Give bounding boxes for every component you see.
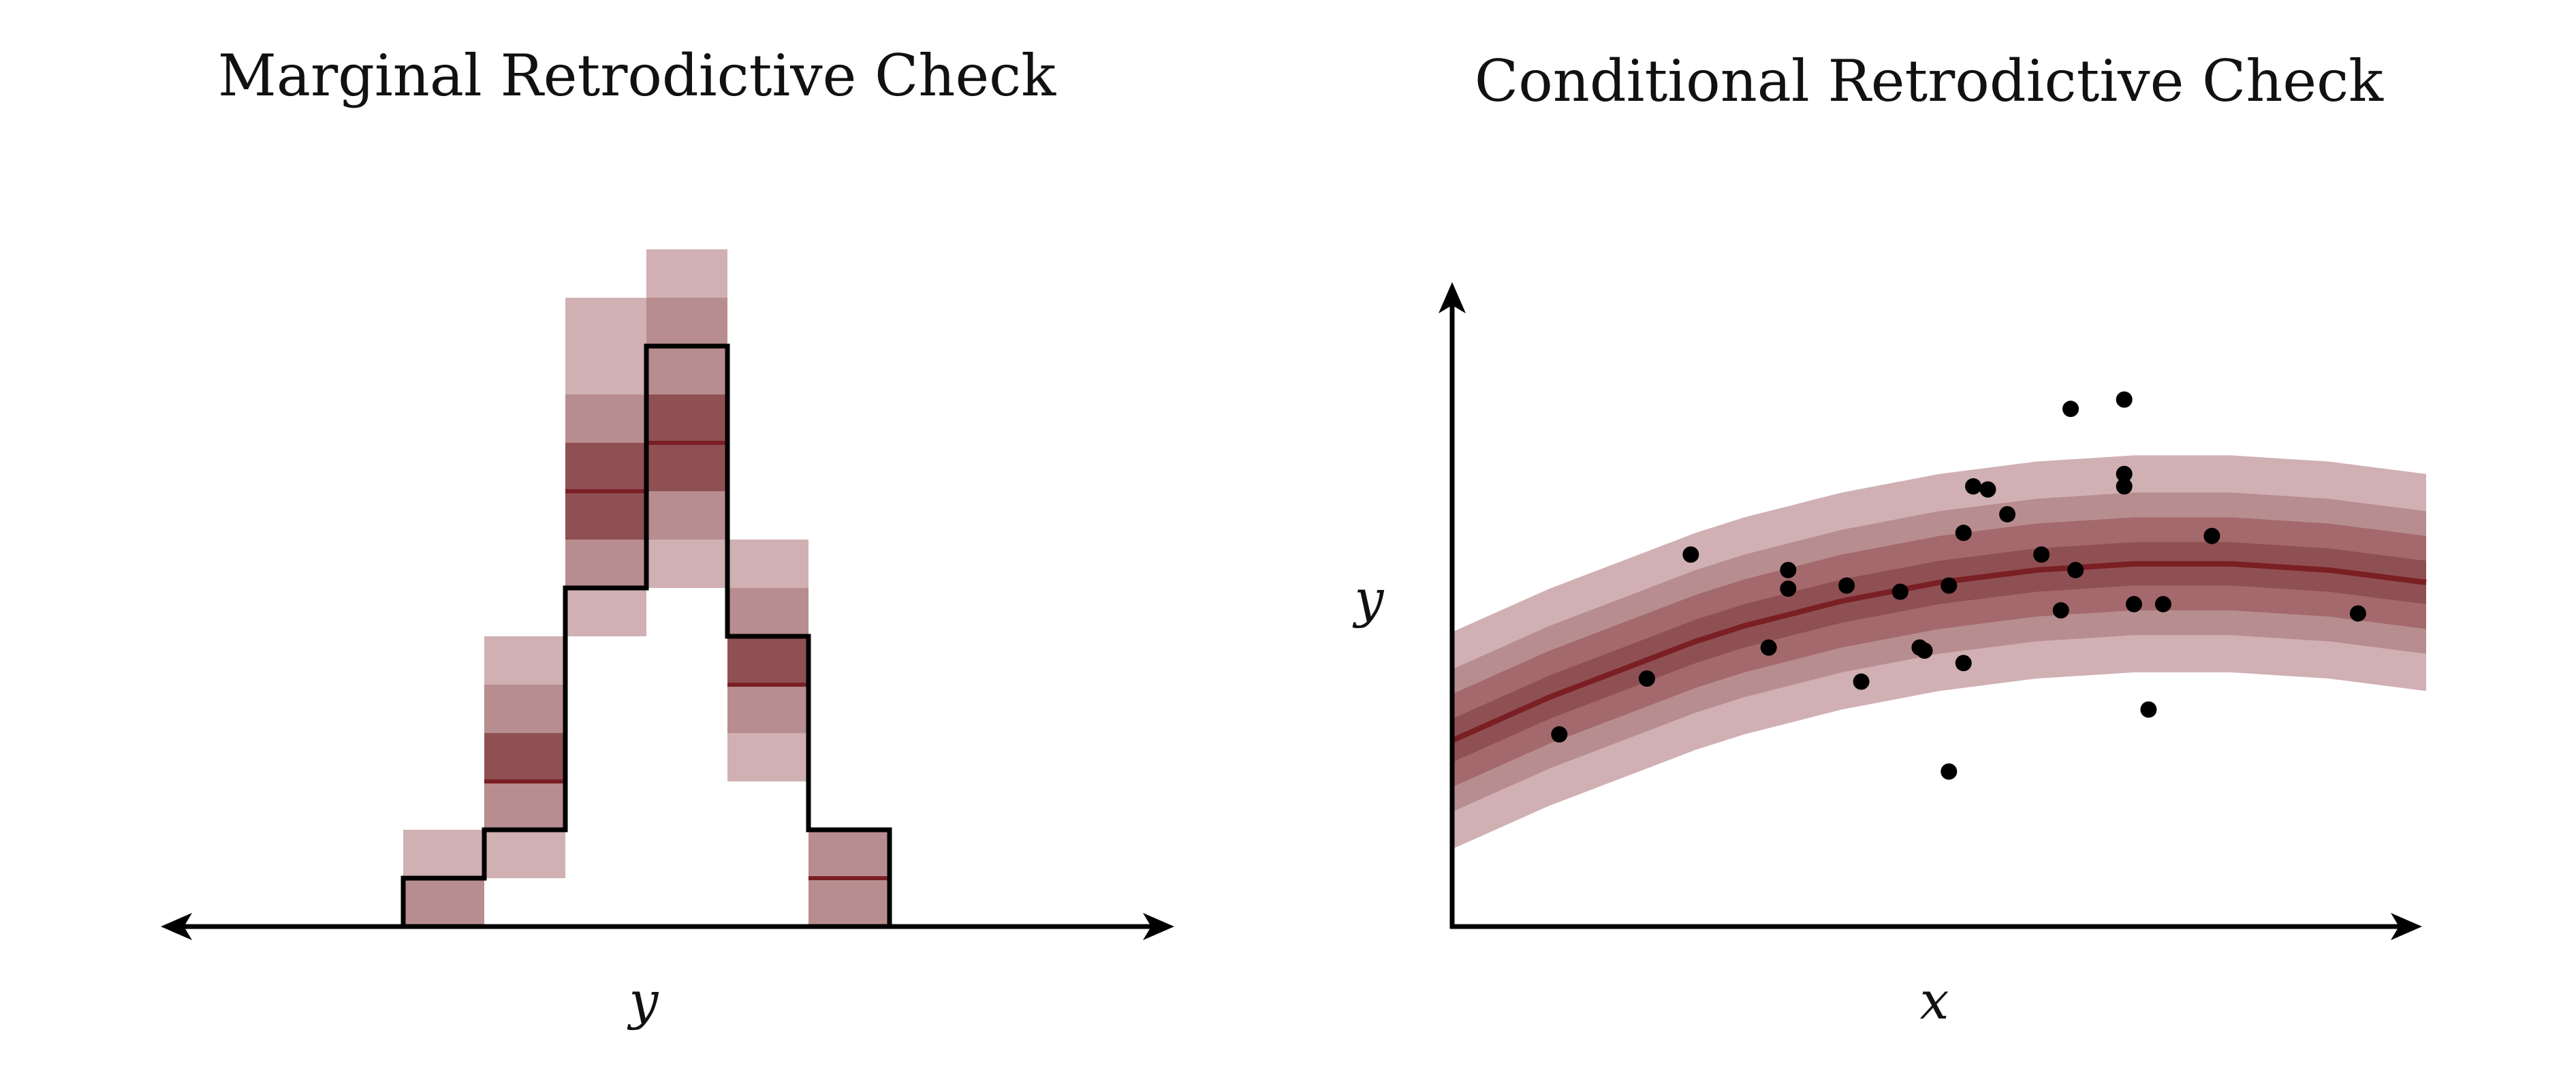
x-axis-arrow <box>2391 913 2422 940</box>
bin-1-middle-ribbon <box>403 878 484 927</box>
marginal-x-axis <box>161 913 1174 940</box>
observed-point-16 <box>1965 478 1982 495</box>
observed-point-11 <box>1916 642 1933 659</box>
conditional-check-panel: Conditional Retrodictive Check x y <box>1353 48 2427 1031</box>
observed-histogram-outline <box>400 343 892 927</box>
axis-arrow-right <box>1143 913 1174 940</box>
observed-point-14 <box>1955 525 1972 542</box>
conditional-median-line <box>1451 561 2427 743</box>
observed-point-25 <box>2116 478 2133 495</box>
observed-point-2 <box>1639 670 1655 687</box>
bin-5-inner-ribbon <box>727 636 808 685</box>
observed-point-26 <box>2126 595 2142 612</box>
observed-point-13 <box>1941 577 1958 594</box>
marginal-x-axis-label: y <box>627 970 659 1031</box>
conditional-y-axis-label: y <box>1353 568 1385 629</box>
marginal-check-panel: Marginal Retrodictive Check y <box>161 42 1174 1031</box>
observed-point-21 <box>2067 561 2084 578</box>
observed-point-7 <box>1838 577 1855 594</box>
conditional-axes <box>1439 282 2422 940</box>
observed-point-17 <box>1979 481 1996 498</box>
marginal-quantile-ribbons <box>403 249 890 927</box>
observed-point-24 <box>2116 465 2133 482</box>
axis-arrow-left <box>161 913 192 940</box>
observed-point-4 <box>1760 639 1777 656</box>
observed-point-18 <box>1999 506 2016 523</box>
observed-point-28 <box>2154 595 2171 612</box>
conditional-x-axis-label: x <box>1920 970 1949 1031</box>
observed-point-1 <box>1551 726 1568 743</box>
marginal-check-title: Marginal Retrodictive Check <box>218 42 1056 109</box>
observed-point-12 <box>1941 763 1958 780</box>
observed-point-20 <box>2052 602 2069 619</box>
observed-point-22 <box>2062 401 2079 418</box>
observed-point-19 <box>2033 546 2050 563</box>
observed-point-30 <box>2349 605 2366 622</box>
observed-point-27 <box>2140 701 2157 718</box>
observed-point-3 <box>1682 546 1699 563</box>
observed-points <box>1551 391 2366 780</box>
observed-point-6 <box>1780 580 1797 597</box>
observed-point-8 <box>1853 673 1870 690</box>
y-axis-arrow <box>1439 282 1466 313</box>
observed-point-5 <box>1780 561 1797 578</box>
observed-point-15 <box>1955 655 1972 672</box>
observed-point-9 <box>1891 583 1909 600</box>
observed-point-29 <box>2203 527 2220 544</box>
observed-point-23 <box>2116 391 2133 408</box>
conditional-check-title: Conditional Retrodictive Check <box>1475 48 2384 114</box>
band-inner <box>1452 542 2426 762</box>
bin-2-inner-ribbon <box>484 733 565 781</box>
conditional-quantile-bands <box>1452 455 2426 850</box>
